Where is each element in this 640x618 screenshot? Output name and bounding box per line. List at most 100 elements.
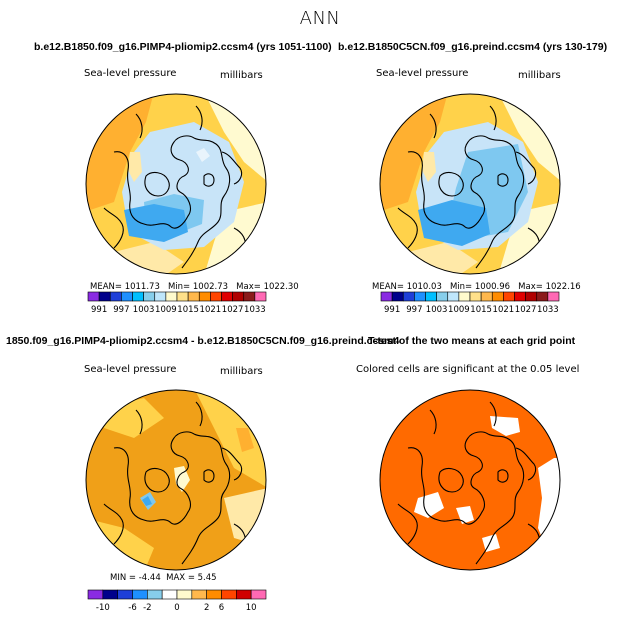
colorbar-swatch [447,291,460,302]
colorbar-swatch [525,291,538,302]
colorbar-swatch [425,291,437,302]
colorbar-swatch [165,291,178,302]
panel-2-max-label: Max= [518,282,543,292]
colorbar-swatch [187,291,200,302]
panel-1-min-label: Min= [167,282,191,292]
colorbar-swatch [206,589,222,600]
panel-3-colorbar: -10 -6 -2 0 2 6 10 [87,589,267,613]
panel-4-map [379,389,561,571]
colorbar-swatch [210,291,222,302]
colorbar-swatch [458,291,471,302]
colorbar-swatch [391,291,404,302]
colorbar-tick-label: -10 [96,603,110,613]
panel-1-units-label: millibars [220,70,263,81]
colorbar-tick-label: 1027 [222,305,244,315]
panel-3-max-label: MAX = [166,573,195,583]
panel-2-variable-label: Sea-level pressure [376,68,469,79]
colorbar-swatch [198,291,211,302]
colorbar-swatch [132,589,148,600]
colorbar-tick-label: 1027 [515,305,537,315]
colorbar-swatch [87,291,100,302]
colorbar-swatch [232,291,245,302]
colorbar-tick-label: 1033 [537,305,559,315]
colorbar-swatch [221,291,233,302]
colorbar-swatch [380,291,393,302]
colorbar-swatch [436,291,449,302]
colorbar-swatch [480,291,493,302]
panel-1-mean-value: 1011.73 [124,282,160,292]
panel-1-stats: MEAN= 1011.73 Min= 1002.73 Max= 1022.30 [90,282,299,292]
colorbar-tick-label: -2 [143,603,151,613]
colorbar-swatch [176,589,193,600]
colorbar-swatch [176,291,189,302]
colorbar-tick-label: 2 [204,603,209,613]
colorbar-tick-label: -6 [128,603,136,613]
panel-3-min-value: -4.44 [138,573,161,583]
colorbar-tick-label: 997 [113,305,129,315]
panel-2-stats: MEAN= 1010.03 Min= 1000.96 Max= 1022.16 [372,282,581,292]
colorbar-swatch [161,589,178,600]
panel-2-map [379,93,561,275]
colorbar-tick-label: 1021 [200,305,222,315]
colorbar-swatch [514,291,526,302]
colorbar-swatch [402,291,415,302]
panel-2-colorbar: 991 997 1003 1009 1015 1021 1027 1033 [380,291,560,315]
colorbar-swatch [117,589,133,600]
colorbar-swatch [143,291,156,302]
colorbar-swatch [414,291,426,302]
colorbar-swatch [250,589,267,600]
panel-1-colorbar: 991 997 1003 1009 1015 1021 1027 1033 [87,291,267,315]
colorbar-tick-label: 1021 [493,305,515,315]
panel-3-stats: MIN = -4.44 MAX = 5.45 [110,573,217,583]
colorbar-swatch [154,291,167,302]
colorbar-swatch [147,589,163,600]
panel-1-map [85,93,267,275]
panel-3-variable-label: Sea-level pressure [84,364,177,375]
colorbar-swatch [503,291,515,302]
colorbar-tick-label: 0 [174,603,179,613]
colorbar-tick-label: 991 [384,305,400,315]
colorbar-swatch [236,589,252,600]
colorbar-tick-label: 6 [219,603,224,613]
panel-1-max-value: 1022.30 [263,282,299,292]
colorbar-tick-label: 1003 [133,305,155,315]
panel-1-max-label: Max= [236,282,261,292]
panel-2-max-value: 1022.16 [545,282,581,292]
colorbar-swatch [98,291,111,302]
page-title: ANN [299,8,341,29]
colorbar-swatch [132,291,144,302]
panel-3-map [85,389,267,571]
colorbar-tick-label: 997 [406,305,422,315]
colorbar-swatch [87,589,104,600]
colorbar-tick-label: 1009 [155,305,177,315]
panel-4-note-label: Colored cells are significant at the 0.0… [356,364,580,375]
panel-3-title: 1850.f09_g16.PIMP4-pliomip2.ccsm4 - b.e1… [6,335,400,347]
panel-2-units-label: millibars [518,70,561,81]
colorbar-swatch [547,291,560,302]
colorbar-tick-label: 1003 [426,305,448,315]
colorbar-swatch [254,291,267,302]
colorbar-tick-label: 10 [246,603,257,613]
panel-1-variable-label: Sea-level pressure [84,68,177,79]
panel-2-min-label: Min= [449,282,473,292]
panel-3-min-label: MIN = [110,573,137,583]
colorbar-swatch [469,291,482,302]
panel-2-mean-label: MEAN= [372,282,404,292]
panel-1-title: b.e12.B1850.f09_g16.PIMP4-pliomip2.ccsm4… [34,41,332,53]
colorbar-swatch [243,291,256,302]
panel-1-min-value: 1002.73 [192,282,229,292]
panel-2-min-value: 1000.96 [474,282,511,292]
colorbar-tick-label: 1009 [448,305,470,315]
panel-1-mean-label: MEAN= [90,282,122,292]
colorbar-swatch [102,589,118,600]
colorbar-swatch [191,589,207,600]
colorbar-tick-label: 991 [91,305,107,315]
panel-3-max-value: 5.45 [197,573,217,583]
colorbar-tick-label: 1015 [470,305,492,315]
panel-2-mean-value: 1010.03 [406,282,442,292]
colorbar-swatch [536,291,549,302]
panel-3-units-label: millibars [220,366,263,377]
colorbar-swatch [491,291,504,302]
panel-2-title: b.e12.B1850C5CN.f09_g16.preind.ccsm4 (yr… [338,41,608,53]
colorbar-swatch [121,291,133,302]
